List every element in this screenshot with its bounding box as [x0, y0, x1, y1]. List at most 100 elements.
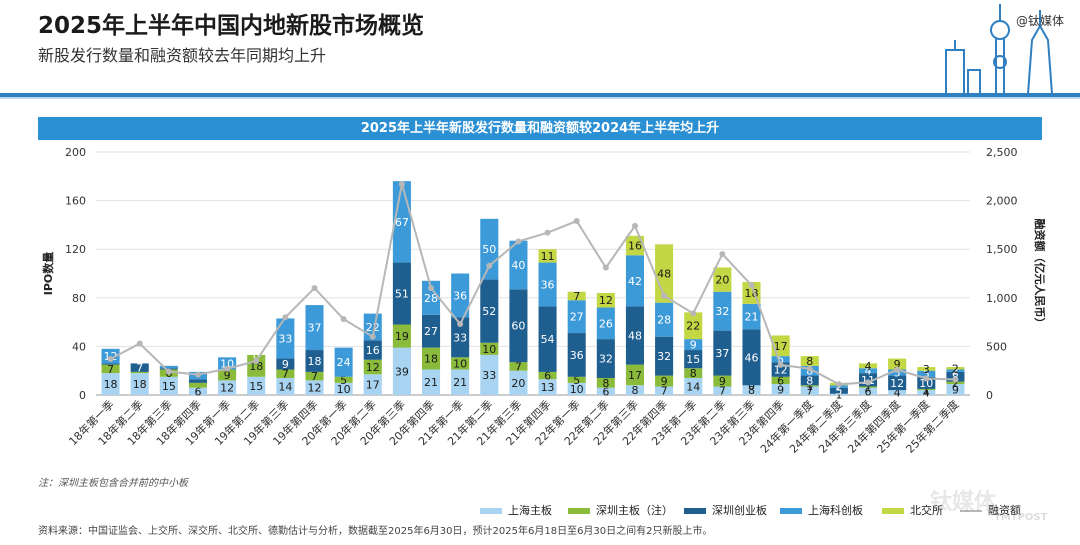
amount-point [136, 340, 143, 347]
legend-swatch [568, 508, 590, 514]
bar-segment-bse [859, 363, 878, 369]
bar-segment-bse [946, 367, 965, 370]
data-label: 28 [424, 292, 438, 305]
legend-swatch [780, 508, 802, 514]
bar-segment-sh-star [509, 240, 528, 290]
amount-point [486, 262, 493, 269]
bar-segment-sz-gem [392, 262, 411, 325]
bar-segment-sh-main [800, 386, 819, 395]
bar-segment-sz-main [946, 381, 965, 385]
data-label: 8 [602, 377, 609, 390]
bar-segment-sz-main [567, 376, 586, 383]
legend-swatch [684, 508, 706, 514]
data-label: 48 [628, 329, 642, 342]
data-label: 9 [282, 358, 289, 371]
bar-segment-sz-main [771, 376, 790, 385]
data-label: 36 [570, 349, 584, 362]
legend-label: 北交所 [910, 504, 943, 517]
data-label: 27 [570, 311, 584, 324]
data-label: 0 [253, 349, 260, 362]
data-label: 9 [952, 384, 959, 397]
bar-segment-sh-main [538, 379, 557, 395]
amount-point [340, 316, 347, 323]
bar-segment-sh-main [159, 376, 178, 395]
data-label: 54 [541, 333, 555, 346]
bar-segment-sz-main [917, 388, 936, 391]
bar-segment-bse [567, 291, 586, 301]
data-label: 15 [162, 380, 176, 393]
data-label: 37 [715, 347, 729, 360]
bar-segment-sz-main [218, 369, 237, 381]
data-label: 32 [715, 305, 729, 318]
amount-point [369, 333, 376, 340]
data-label: 5 [777, 353, 784, 366]
data-label: 33 [453, 331, 467, 344]
y-tick-label: 80 [72, 292, 86, 305]
bar-segment-sh-main [276, 377, 295, 395]
y2-tick-label: 2,000 [986, 195, 1018, 208]
data-label: 5 [835, 385, 842, 398]
data-label: 7 [515, 360, 522, 373]
data-label: 17 [628, 369, 642, 382]
bar-segment-sh-main [305, 380, 324, 395]
amount-point [777, 361, 784, 368]
bar-segment-sh-main [422, 369, 441, 395]
bar-segment-sz-main [305, 371, 324, 381]
amount-point [865, 379, 872, 386]
data-label: 18 [249, 360, 263, 373]
data-label: 7 [107, 363, 114, 376]
bar-segment-sh-star [771, 356, 790, 363]
bar-segment-sz-gem [305, 350, 324, 372]
bar-segment-sz-gem [800, 375, 819, 386]
data-label: 8 [690, 367, 697, 380]
legend-label: 上海主板 [508, 504, 552, 517]
data-label: 4 [865, 365, 872, 378]
data-label: 8 [806, 374, 813, 387]
data-label: 3 [923, 363, 930, 376]
bar-segment-sh-star [451, 273, 470, 318]
series-line-amount [110, 183, 956, 386]
y2-tick-label: 1,500 [986, 243, 1018, 256]
data-label: 7 [573, 290, 580, 303]
amount-point [515, 238, 522, 245]
data-label: 67 [395, 216, 409, 229]
bar-segment-sh-star [742, 303, 761, 330]
bar-segment-sh-star [218, 357, 237, 370]
bar-segment-sh-main [567, 382, 586, 395]
bar-segment-sh-main [771, 384, 790, 395]
data-label: 24 [337, 356, 351, 369]
bar-segment-sh-main [130, 373, 149, 395]
chart-legend: 上海主板 深圳主板（注） 深圳创业板 上海科创板 北交所 融资额 [480, 502, 1050, 517]
data-label: 20 [715, 274, 729, 287]
amount-point [631, 222, 638, 229]
bar-segment-sh-star [276, 318, 295, 359]
y-tick-label: 40 [72, 340, 86, 353]
bar-segment-bse [538, 249, 557, 263]
data-label: 15 [686, 353, 700, 366]
legend-label: 融资额 [988, 504, 1021, 517]
data-label: 5 [894, 367, 901, 380]
bar-segment-bse [917, 367, 936, 371]
page-title: 2025年上半年中国内地新股市场概览 [38, 13, 425, 39]
data-label: 4 [894, 387, 901, 400]
amount-point [398, 181, 405, 188]
bar-segment-sh-star [159, 365, 178, 369]
bar-segment-sz-main [247, 354, 266, 377]
data-label: 12 [366, 361, 380, 374]
data-label: 2 [952, 362, 959, 375]
data-label: 6 [777, 374, 784, 387]
bar-segment-sz-main [101, 364, 120, 374]
data-label: 12 [220, 382, 234, 395]
bar-segment-sz-main [276, 369, 295, 378]
legend-item: 融资额 [960, 502, 1021, 517]
amount-point [806, 365, 813, 372]
bar-segment-sh-main [655, 386, 674, 395]
bar-segment-sh-star [567, 300, 586, 334]
data-label: 18 [424, 353, 438, 366]
amount-point [923, 375, 930, 382]
bar-segment-sz-gem [130, 363, 149, 372]
bar-segment-sz-gem [101, 363, 120, 365]
bar-segment-sz-gem [888, 375, 907, 391]
data-label: 10 [482, 343, 496, 356]
amount-point [748, 282, 755, 289]
